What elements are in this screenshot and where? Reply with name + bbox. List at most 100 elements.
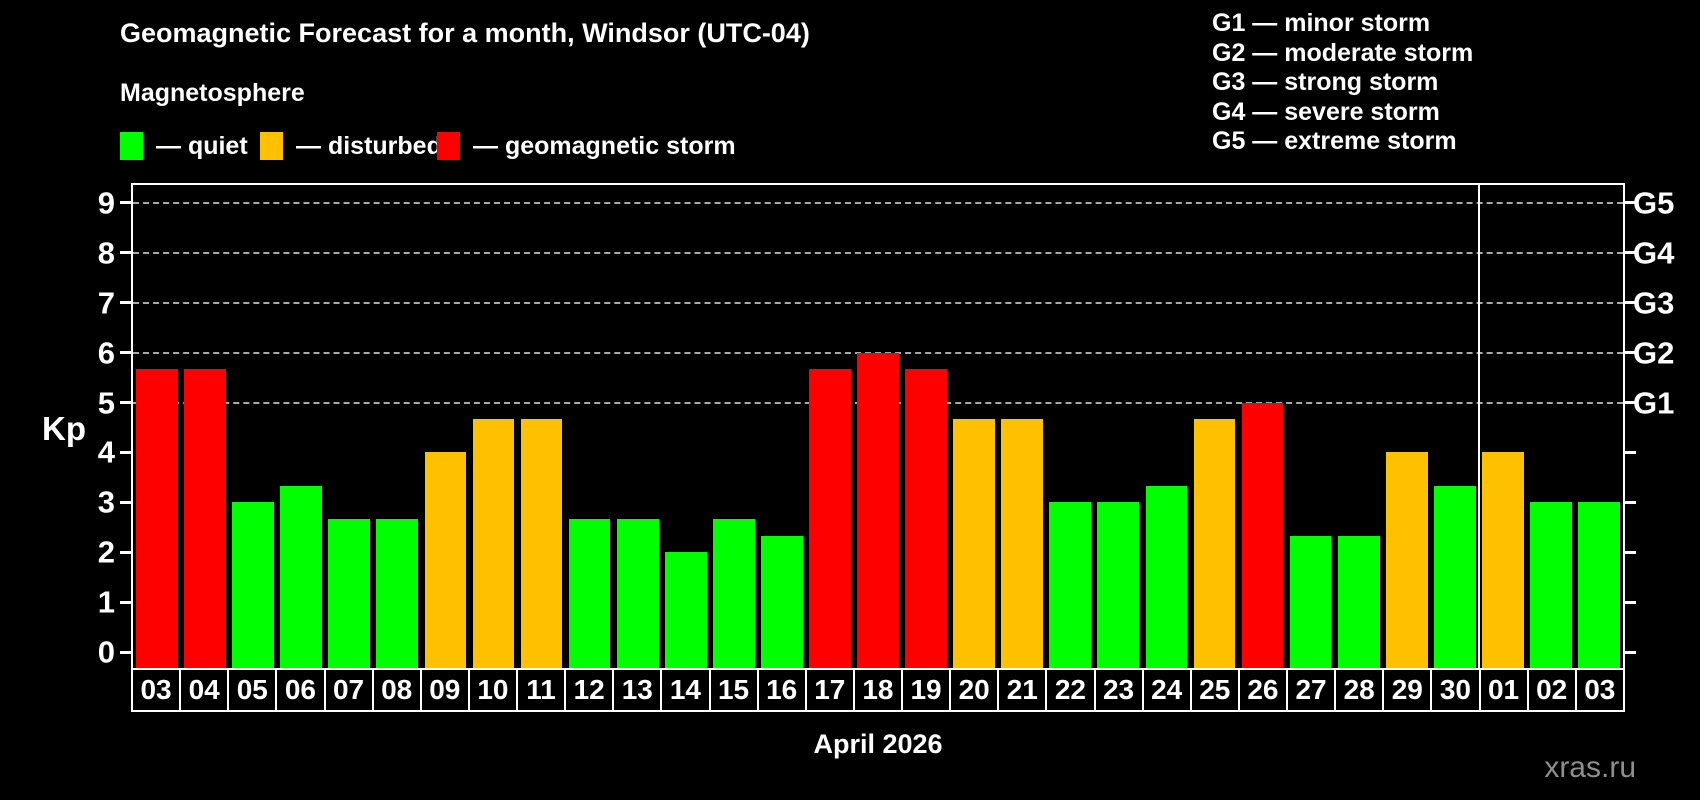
- day-label: 24: [1141, 668, 1190, 712]
- day-label: 28: [1334, 668, 1383, 712]
- g-level-label: G5: [1633, 185, 1675, 221]
- kp-bar-day-26: [1241, 402, 1284, 668]
- day-label: 03: [1574, 668, 1625, 712]
- g-level-label: G1: [1633, 385, 1675, 421]
- g-level-label: G4: [1633, 235, 1675, 271]
- kp-bar-day-21: [1001, 419, 1044, 668]
- kp-bar-day-17: [809, 369, 851, 668]
- day-label: 06: [275, 668, 324, 712]
- day-label: 29: [1382, 668, 1431, 712]
- legend-swatch-disturbed: [260, 132, 283, 160]
- watermark: xras.ru: [1544, 751, 1636, 784]
- kp-bar-day-08: [376, 518, 419, 668]
- month-separator-line: [1477, 185, 1480, 668]
- kp-bar-day-22: [1049, 502, 1092, 668]
- day-label: 07: [323, 668, 372, 712]
- day-label: 23: [1093, 668, 1142, 712]
- legend-swatch-quiet: [120, 132, 143, 160]
- chart-title: Geomagnetic Forecast for a month, Windso…: [120, 18, 810, 48]
- legend-swatch-storm: [437, 132, 460, 160]
- day-label: 25: [1189, 668, 1238, 712]
- kp-bar-day-28: [1337, 535, 1380, 668]
- kp-bar-day-05: [232, 502, 275, 668]
- y-tick-label: 2: [97, 534, 115, 570]
- kp-bar-day-14: [664, 552, 707, 668]
- y-axis-tick: [120, 251, 131, 255]
- legend-label: — geomagnetic storm: [473, 131, 736, 160]
- kp-bar-day-03: [136, 369, 178, 668]
- day-label: 04: [179, 668, 228, 712]
- g-legend-line: G5 — extreme storm: [1212, 127, 1457, 155]
- day-label: 09: [419, 668, 468, 712]
- right-axis-tick: [1625, 650, 1636, 654]
- kp-bar-day-13: [616, 518, 659, 668]
- legend-item-disturbed: — disturbed: [260, 131, 442, 161]
- y-axis-tick: [120, 351, 131, 355]
- g-level-label: G2: [1633, 335, 1675, 371]
- day-label: 17: [804, 668, 853, 712]
- day-label: 08: [371, 668, 420, 712]
- right-axis-tick: [1625, 201, 1636, 205]
- y-tick-label: 4: [97, 434, 115, 470]
- kp-bar-day-23: [1097, 502, 1140, 668]
- day-label: 02: [1526, 668, 1575, 712]
- right-axis-tick: [1625, 351, 1636, 355]
- right-axis-tick: [1625, 500, 1636, 504]
- y-axis-tick: [120, 550, 131, 554]
- g-legend-line: G4 — severe storm: [1212, 97, 1440, 126]
- legend-title: Magnetosphere: [120, 79, 305, 107]
- y-tick-label: 7: [97, 285, 115, 321]
- day-label: 10: [467, 668, 516, 712]
- day-label: 01: [1478, 668, 1527, 712]
- y-axis-tick: [120, 600, 131, 604]
- y-axis-tick: [120, 301, 131, 305]
- kp-bar-day-11: [520, 419, 563, 668]
- kp-bar-day-02: [1530, 502, 1572, 668]
- kp-bar-day-30: [1433, 485, 1476, 668]
- y-tick-label: 1: [97, 584, 115, 620]
- day-label: 18: [852, 668, 901, 712]
- kp-bar-day-18: [857, 352, 899, 668]
- right-axis-tick: [1625, 401, 1636, 405]
- g-legend-line: G3 — strong storm: [1212, 68, 1439, 96]
- day-label: 19: [901, 668, 950, 712]
- legend-item-storm: — geomagnetic storm: [437, 131, 736, 161]
- kp-bar-day-20: [953, 419, 995, 668]
- day-label: 26: [1237, 668, 1286, 712]
- day-label: 27: [1286, 668, 1335, 712]
- grid-line-kp7: [133, 301, 1623, 304]
- y-tick-label: 6: [97, 335, 115, 371]
- g-level-label: G3: [1633, 285, 1675, 321]
- kp-bar-day-09: [424, 452, 467, 668]
- g-scale-legend: G1 — minor storm G2 — moderate storm G3 — …: [1212, 9, 1473, 157]
- day-label: 14: [660, 668, 709, 712]
- day-label: 03: [131, 668, 180, 712]
- kp-bar-day-01: [1481, 452, 1524, 668]
- y-axis-tick: [120, 201, 131, 205]
- day-label: 20: [949, 668, 998, 712]
- day-label: 30: [1430, 668, 1479, 712]
- kp-bar-day-06: [280, 485, 323, 668]
- y-axis-tick: [120, 450, 131, 454]
- y-tick-label: 5: [97, 385, 115, 421]
- kp-bar-day-07: [328, 518, 371, 668]
- right-axis-tick: [1625, 600, 1636, 604]
- day-label: 12: [564, 668, 613, 712]
- kp-bar-day-12: [568, 518, 611, 668]
- kp-bar-day-29: [1385, 452, 1428, 668]
- kp-bar-day-15: [712, 518, 755, 668]
- g-legend-line: G2 — moderate storm: [1212, 38, 1474, 67]
- day-label: 15: [708, 668, 757, 712]
- kp-bar-day-10: [472, 419, 515, 668]
- y-tick-label: 3: [97, 484, 115, 520]
- kp-bar-day-25: [1193, 419, 1236, 668]
- day-label: 11: [516, 668, 565, 712]
- y-tick-label: 9: [97, 185, 115, 221]
- grid-line-kp8: [133, 251, 1623, 254]
- plot-area: 0 1 2 3 4 5 G1 6 G2 7 G3 8 G4 9 G5: [98, 183, 1674, 668]
- g-legend-line: G1 — minor storm: [1212, 9, 1431, 37]
- day-label: 05: [227, 668, 276, 712]
- day-label: 16: [756, 668, 805, 712]
- x-axis-title: April 2026: [813, 729, 943, 759]
